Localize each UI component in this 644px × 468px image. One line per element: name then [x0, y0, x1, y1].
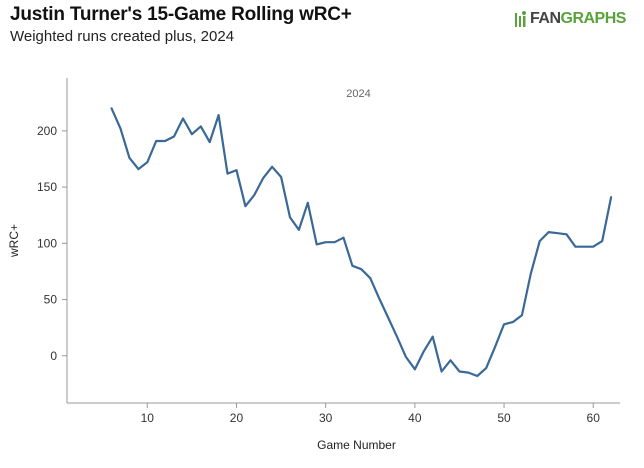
x-axis-label: Game Number [317, 438, 396, 452]
chart-subtitle: Weighted runs created plus, 2024 [10, 28, 235, 45]
x-tick-label-40: 40 [408, 411, 422, 425]
chart-ticks: 0 50 100 150 200 10 20 30 40 50 60 [37, 124, 600, 425]
y-tick-label-0: 0 [50, 349, 57, 363]
fangraphs-logo[interactable]: FAN GRAPHS [514, 10, 626, 28]
chart-annotation: 2024 [346, 88, 370, 100]
chart-axes [66, 78, 620, 404]
y-tick-label-150: 150 [37, 180, 57, 194]
x-tick-label-60: 60 [587, 411, 601, 425]
batter-icon [515, 11, 526, 27]
series-line-0 [110, 107, 613, 378]
logo-text-graphs: GRAPHS [560, 10, 627, 27]
x-tick-label-10: 10 [141, 411, 155, 425]
chart-title: Justin Turner's 15-Game Rolling wRC+ [10, 4, 352, 25]
y-tick-label-50: 50 [44, 293, 58, 307]
y-tick-label-200: 200 [37, 124, 57, 138]
x-tick-label-50: 50 [497, 411, 511, 425]
y-tick-label-100: 100 [37, 236, 57, 250]
x-tick-label-20: 20 [230, 411, 244, 425]
x-tick-label-30: 30 [319, 411, 333, 425]
logo-text-fan: FAN [530, 10, 561, 27]
y-axis-label: wRC+ [7, 224, 21, 258]
chart-series [110, 107, 613, 378]
